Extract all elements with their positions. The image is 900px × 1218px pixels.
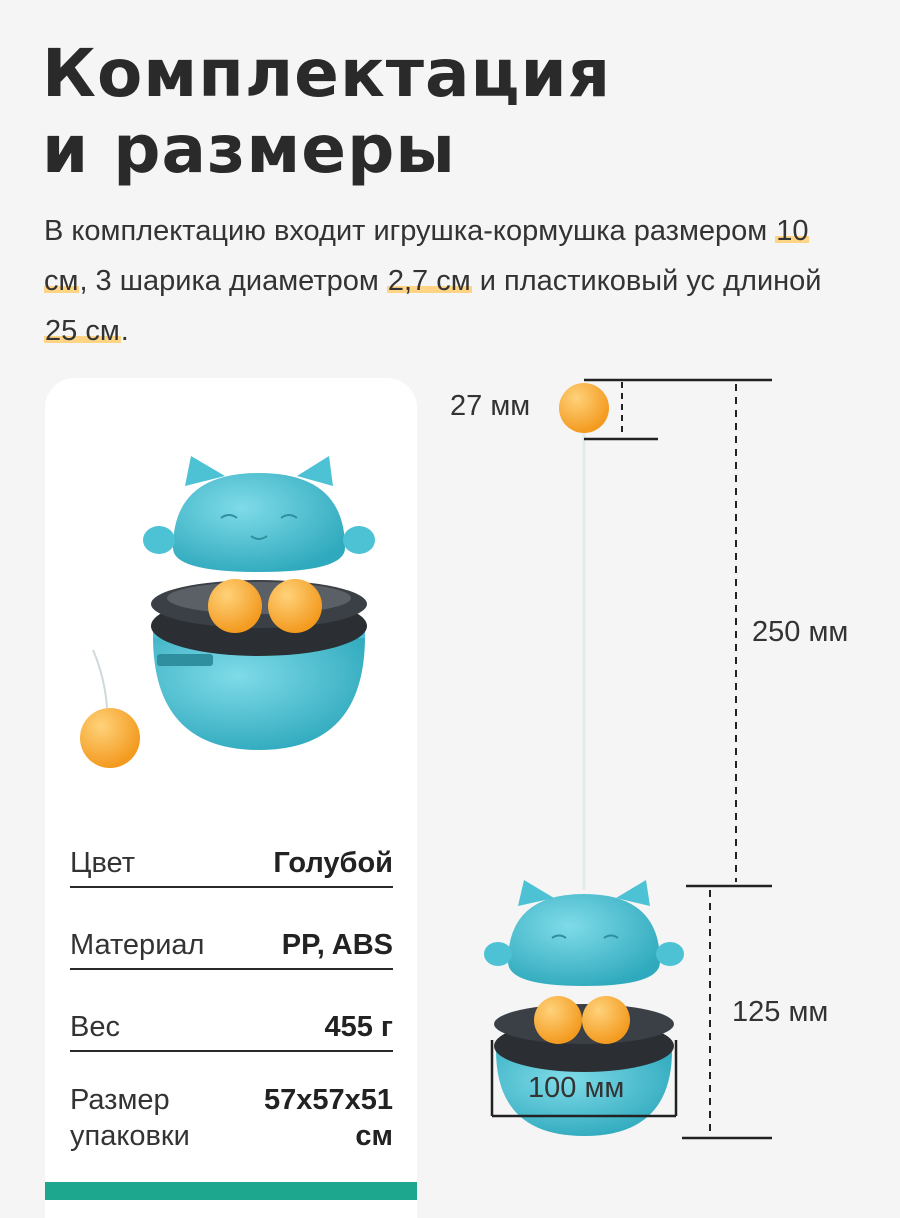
spec-row-package-size: Размер упаковки 57х57х51 см	[70, 1080, 393, 1156]
accent-bar	[45, 1182, 417, 1200]
intro-part-1: В комплектацию входит игрушка-кормушка р…	[44, 215, 776, 247]
spec-value-line-1: 57х57х51	[263, 1084, 393, 1116]
intro-part-4: .	[120, 315, 129, 347]
toy-width-label: 100 мм	[528, 1072, 625, 1104]
highlight-rod-length: 25 см	[44, 315, 121, 347]
ball-diameter-label: 27 мм	[450, 390, 531, 422]
highlight-ball-size: 2,7 см	[386, 265, 472, 297]
rod-length-label: 250 мм	[752, 616, 849, 648]
spec-value-material: PP, ABS	[281, 928, 393, 961]
spec-row-material: Материал PP, ABS	[70, 922, 393, 970]
spec-label-weight: Вес	[70, 1010, 120, 1043]
spec-value-weight: 455 г	[324, 1010, 393, 1043]
spec-label-line-1: Размер	[70, 1084, 170, 1116]
spec-value-color: Голубой	[273, 846, 393, 879]
dimension-diagram	[484, 378, 772, 1140]
spec-label-line-2: упаковки	[70, 1120, 190, 1152]
spec-row-weight: Вес 455 г	[70, 1004, 393, 1052]
spec-label-material: Материал	[70, 928, 205, 961]
product-card: Цвет Голубой Материал PP, ABS Вес 455 г …	[45, 378, 417, 1218]
page-title: Комплектация и размеры	[42, 36, 611, 188]
intro-part-2: , 3 шарика диаметром	[79, 265, 387, 297]
intro-text: В комплектацию входит игрушка-кормушка р…	[44, 206, 844, 356]
product-photo	[80, 456, 375, 768]
intro-part-3: и пластиковый ус длиной	[471, 265, 822, 297]
spec-value-line-2: см	[355, 1120, 393, 1152]
spec-label-package-size: Размер упаковки	[70, 1082, 190, 1154]
title-line-1: Комплектация	[42, 35, 612, 112]
spec-row-color: Цвет Голубой	[70, 840, 393, 888]
title-line-2: и размеры	[42, 111, 456, 188]
spec-label-color: Цвет	[70, 846, 135, 879]
spec-value-package-size: 57х57х51 см	[264, 1082, 393, 1154]
toy-height-label: 125 мм	[732, 996, 829, 1028]
